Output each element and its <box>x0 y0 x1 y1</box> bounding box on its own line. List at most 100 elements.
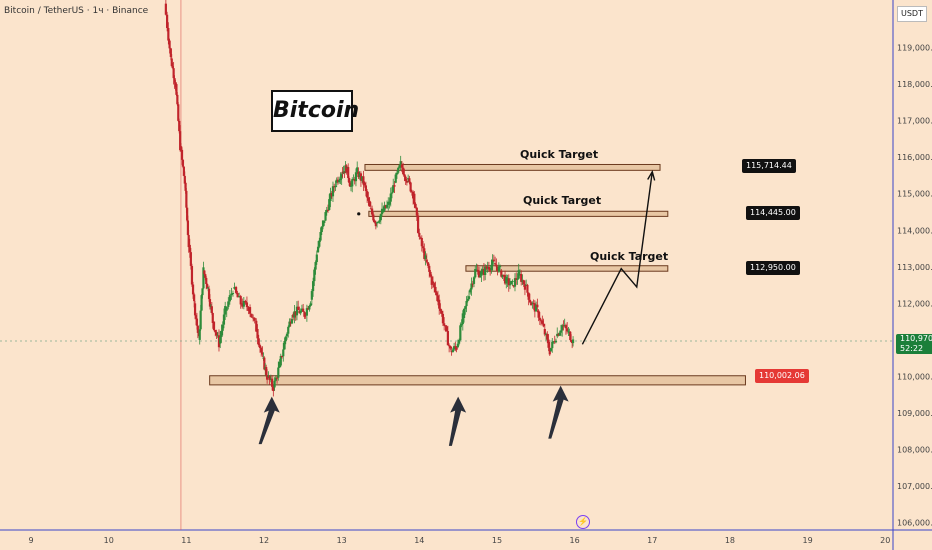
time-tick-label: 15 <box>492 536 502 545</box>
candle-body <box>313 269 316 282</box>
candle-body <box>507 278 510 286</box>
candle-body <box>554 340 558 343</box>
candle-body <box>426 262 430 266</box>
candle-body <box>263 357 266 370</box>
candle-body <box>167 28 170 41</box>
candle-body <box>429 271 432 277</box>
candle-body <box>256 328 259 339</box>
candle-body <box>532 303 535 305</box>
quick-target-label-3: Quick Target <box>590 250 669 263</box>
candle-body <box>242 300 245 307</box>
candle-body <box>321 220 325 227</box>
candle-body <box>416 215 420 233</box>
lightning-icon[interactable]: ⚡ <box>576 515 590 529</box>
candle-body <box>492 259 495 261</box>
candle-body <box>462 308 466 318</box>
candle-body <box>202 267 205 289</box>
up-arrow-icon <box>548 385 569 439</box>
candle-body <box>181 159 185 167</box>
candle-body <box>207 287 210 289</box>
candle-body <box>552 341 555 343</box>
candle-body <box>366 191 369 198</box>
candle-body <box>402 167 405 175</box>
candle-body <box>236 292 239 298</box>
candle-body <box>571 339 575 344</box>
candle-body <box>356 167 359 173</box>
candle-body <box>219 337 222 344</box>
candle-body <box>502 274 505 276</box>
candle-body <box>187 234 190 248</box>
candle-body <box>457 340 461 344</box>
candle-body <box>194 315 198 319</box>
symbol-header[interactable]: Bitcoin / TetherUS · 1ч · Binance <box>4 6 149 16</box>
candle-body <box>485 266 488 269</box>
current-price-value: 110,970.06 <box>900 334 932 343</box>
candle-body <box>398 165 401 168</box>
candle-body <box>340 174 343 179</box>
candle-body <box>335 179 338 183</box>
candle-body <box>558 332 561 336</box>
candle-body <box>221 324 224 331</box>
candle-body <box>517 270 520 279</box>
candle-body <box>563 325 566 327</box>
candle-body <box>438 299 441 309</box>
candle-body <box>448 345 451 347</box>
candle-body <box>543 328 546 335</box>
candle-body <box>234 287 238 293</box>
candle-body <box>231 293 235 295</box>
candle-body <box>172 68 175 79</box>
candle-body <box>282 349 285 357</box>
candle-body <box>535 304 538 312</box>
price-tick-label: 119,000.00 <box>897 44 932 53</box>
candle-body <box>339 178 342 181</box>
candle-body <box>466 298 469 301</box>
candle-body <box>569 331 572 341</box>
candle-body <box>257 338 260 346</box>
candle-body <box>248 307 252 314</box>
candle-body <box>390 192 394 194</box>
candle-body <box>510 281 513 285</box>
candle-body <box>549 348 553 351</box>
candle-body <box>410 191 413 193</box>
candle-body <box>371 208 374 215</box>
candle-body <box>292 314 295 318</box>
candle-body <box>536 304 539 308</box>
candle-body <box>238 296 241 298</box>
candle-body <box>329 192 332 202</box>
candle-body <box>494 263 497 265</box>
candle-body <box>383 205 386 211</box>
candle-body <box>538 317 541 321</box>
candle-body <box>378 220 381 222</box>
candle-body <box>245 302 249 308</box>
currency-selector[interactable]: USDT <box>897 6 927 22</box>
candle-body <box>275 377 279 379</box>
candle-body <box>200 295 203 311</box>
candle-body <box>526 284 529 293</box>
candle-body <box>480 271 483 276</box>
zone-target-3 <box>465 265 669 272</box>
price-tick-label: 108,000.00 <box>897 446 932 455</box>
candle-body <box>193 294 196 302</box>
candle-body <box>358 173 361 178</box>
zone-target-1 <box>364 163 661 171</box>
candle-body <box>330 192 333 197</box>
candle-body <box>241 303 244 307</box>
candle-body <box>516 278 519 280</box>
candle-body <box>557 333 560 336</box>
candle-body <box>175 84 178 95</box>
candle-body <box>470 283 473 290</box>
candle-body <box>178 120 181 132</box>
candle-body <box>199 310 202 330</box>
candle-body <box>362 176 365 185</box>
candle-body <box>479 275 482 278</box>
candle-body <box>435 292 438 296</box>
candle-body <box>277 367 280 378</box>
candle-body <box>363 182 366 186</box>
candle-body <box>440 310 443 314</box>
candle-body <box>453 346 456 350</box>
candle-body <box>303 311 306 317</box>
candle-body <box>297 306 300 311</box>
candle-body <box>397 167 400 173</box>
candle-body <box>177 104 180 121</box>
